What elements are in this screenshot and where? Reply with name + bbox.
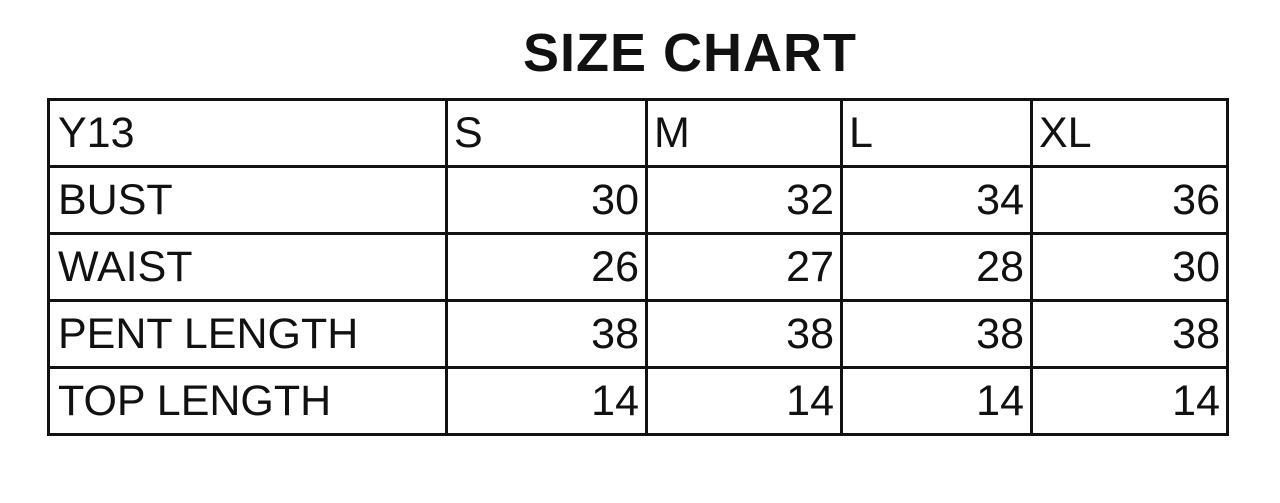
table-cell: 30 bbox=[1030, 232, 1229, 302]
size-table: Y13 S M L XL BUST 30 32 34 36 WAIST 26 2… bbox=[47, 98, 1229, 436]
table-cell: 36 bbox=[1030, 165, 1229, 235]
header-cell: Y13 bbox=[47, 98, 448, 168]
table-cell: 30 bbox=[445, 165, 648, 235]
table-cell: 14 bbox=[645, 366, 843, 436]
row-label: PENT LENGTH bbox=[47, 299, 448, 369]
table-cell: 38 bbox=[840, 299, 1033, 369]
table-row: BUST 30 32 34 36 bbox=[47, 165, 1229, 235]
header-cell: S bbox=[445, 98, 648, 168]
row-label: BUST bbox=[47, 165, 448, 235]
table-cell: 28 bbox=[840, 232, 1033, 302]
table-header-row: Y13 S M L XL bbox=[47, 98, 1229, 168]
table-cell: 32 bbox=[645, 165, 843, 235]
row-label: TOP LENGTH bbox=[47, 366, 448, 436]
header-cell: XL bbox=[1030, 98, 1229, 168]
table-cell: 14 bbox=[1030, 366, 1229, 436]
page-title: SIZE CHART bbox=[523, 23, 857, 83]
table-cell: 38 bbox=[445, 299, 648, 369]
table-row: WAIST 26 27 28 30 bbox=[47, 232, 1229, 302]
row-label: WAIST bbox=[47, 232, 448, 302]
table-row: PENT LENGTH 38 38 38 38 bbox=[47, 299, 1229, 369]
table-cell: 34 bbox=[840, 165, 1033, 235]
table-cell: 14 bbox=[840, 366, 1033, 436]
table-cell: 26 bbox=[445, 232, 648, 302]
table-cell: 38 bbox=[645, 299, 843, 369]
table-cell: 38 bbox=[1030, 299, 1229, 369]
table-row: TOP LENGTH 14 14 14 14 bbox=[47, 366, 1229, 436]
table-cell: 14 bbox=[445, 366, 648, 436]
table-cell: 27 bbox=[645, 232, 843, 302]
header-cell: L bbox=[840, 98, 1033, 168]
header-cell: M bbox=[645, 98, 843, 168]
